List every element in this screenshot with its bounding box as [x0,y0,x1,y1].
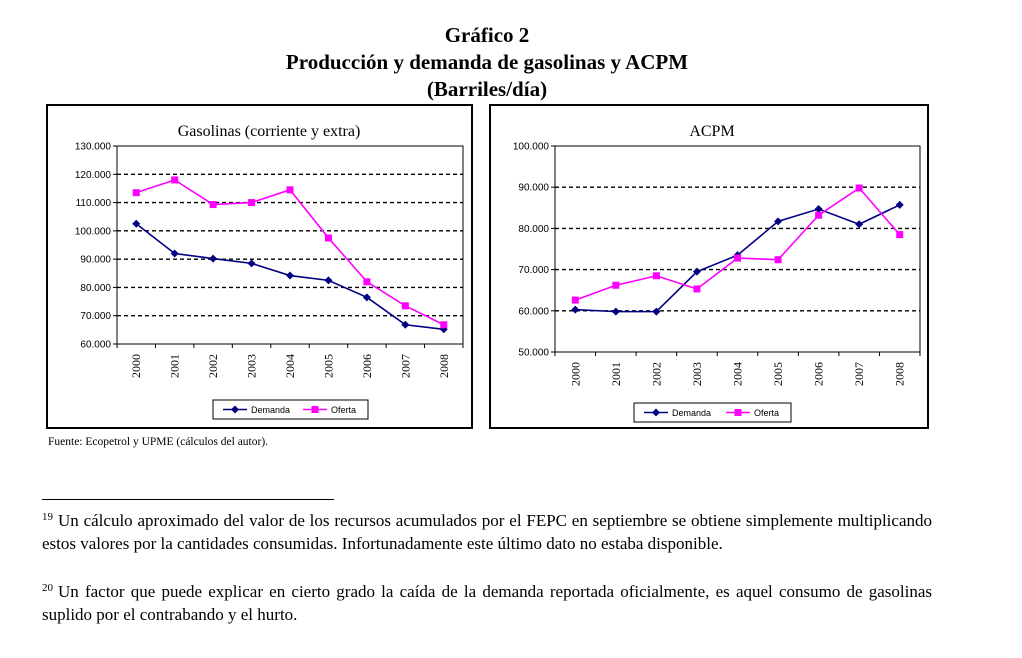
data-point-demanda [132,219,141,228]
data-point-demanda [855,220,864,229]
figure-heading: Gráfico 2 Producción y demanda de gasoli… [0,22,974,103]
y-tick-label: 80.000 [80,283,111,294]
x-tick-label: 2007 [852,362,866,386]
x-tick-label: 2001 [609,362,623,386]
footnote-number: 20 [42,582,53,594]
y-tick-label: 90.000 [80,255,111,266]
data-point-oferta [171,176,179,184]
data-point-oferta [815,211,823,219]
data-point-oferta [734,254,741,262]
x-tick-label: 2005 [321,354,335,378]
x-tick-label: 2003 [245,354,259,378]
legend-box [212,399,369,420]
data-point-demanda [362,293,371,302]
data-point-oferta [855,184,863,192]
x-tick-label: 2005 [771,362,785,386]
legend-marker-oferta [734,409,742,416]
data-point-demanda [170,249,179,258]
data-point-demanda [611,307,620,316]
legend-label-oferta: Oferta [331,405,356,415]
plot-area [554,145,921,353]
data-point-oferta [132,189,140,197]
data-point-demanda [774,217,783,226]
y-tick-label: 60.000 [518,306,549,317]
y-tick-label: 50.000 [518,348,549,359]
x-tick-label: 2002 [649,362,663,386]
x-tick-label: 2004 [283,354,297,378]
source-note: Fuente: Ecopetrol y UPME (cálculos del a… [48,436,269,448]
data-point-oferta [363,278,371,286]
data-point-demanda [324,276,333,285]
y-tick-label: 120.000 [75,170,112,181]
x-tick-label: 2001 [168,354,182,378]
data-point-oferta [248,199,256,207]
y-tick-label: 100.000 [75,226,112,237]
x-tick-label: 2002 [206,354,220,378]
x-tick-label: 2006 [812,362,826,386]
data-point-oferta [440,321,448,329]
footnote-19: 19 Un cálculo aproximado del valor de los… [42,509,932,555]
x-tick-label: 2007 [398,354,412,378]
legend-box [633,402,792,423]
footnote-text: Un factor que puede explicar en cierto g… [42,582,932,624]
footnote-text: Un cálculo aproximado del valor de los r… [42,511,932,553]
gasolinas-chart: Gasolinas (corriente y extra) 60.000 70.00… [75,123,464,420]
acpm-chart: ACPM 50.000 60.000 70.000 80.000 90.000 100.00… [513,123,921,423]
data-point-demanda [209,254,218,263]
data-point-oferta [324,234,332,242]
data-point-oferta [401,302,409,310]
figure-units: (Barriles/día) [426,77,548,101]
x-tick-label: 2003 [690,362,704,386]
legend-label-oferta: Oferta [754,408,779,418]
footnote-number: 19 [42,511,53,523]
data-point-demanda [652,307,661,316]
data-point-demanda [401,320,410,329]
legend-marker-demanda [652,408,660,417]
data-point-oferta [571,296,579,304]
legend-marker-oferta [311,406,319,413]
data-point-demanda [247,259,256,268]
y-tick-label: 130.000 [75,142,112,153]
y-tick-label: 70.000 [518,265,549,276]
x-tick-label: 2000 [129,354,143,378]
data-point-demanda [895,200,904,209]
x-tick-label: 2008 [437,354,451,378]
data-point-oferta [652,272,660,280]
data-point-demanda [286,271,294,280]
data-point-oferta [286,186,294,194]
data-point-oferta [774,256,782,264]
figure-number: Gráfico 2 [444,23,530,47]
legend-label-demanda: Demanda [251,405,290,415]
plot-area [116,145,464,345]
data-point-demanda [571,305,580,314]
y-tick-label: 110.000 [76,198,112,209]
series-line-oferta [135,179,445,326]
figure-title: Producción y demanda de gasolinas y ACPM [285,50,689,74]
acpm-chart-frame: ACPM 50.000 60.000 70.000 80.000 90.000 100.00… [489,104,929,429]
footnote-20: 20 Un factor que puede explicar en cierto… [42,580,932,626]
chart-title: Gasolinas (corriente y extra) [178,123,361,140]
y-tick-label: 70.000 [80,311,111,322]
legend-label-demanda: Demanda [672,408,711,418]
series-line-oferta [575,186,901,301]
y-tick-label: 80.000 [518,224,549,235]
x-tick-label: 2008 [893,362,907,386]
data-point-oferta [209,201,217,209]
data-point-demanda [692,267,701,276]
gasolinas-chart-frame: Gasolinas (corriente y extra) 60.000 70.00… [46,104,473,429]
x-tick-label: 2004 [731,362,745,386]
data-point-oferta [693,285,701,293]
data-point-oferta [612,281,620,289]
y-tick-label: 90.000 [518,183,549,194]
chart-title: ACPM [689,123,734,140]
legend-marker-demanda [231,405,239,414]
data-point-oferta [896,231,904,239]
y-tick-label: 60.000 [80,340,111,351]
y-tick-label: 100.000 [513,142,550,153]
x-tick-label: 2000 [568,362,582,386]
footnote-separator [42,499,334,500]
x-tick-label: 2006 [360,354,374,378]
data-point-demanda [814,205,823,214]
